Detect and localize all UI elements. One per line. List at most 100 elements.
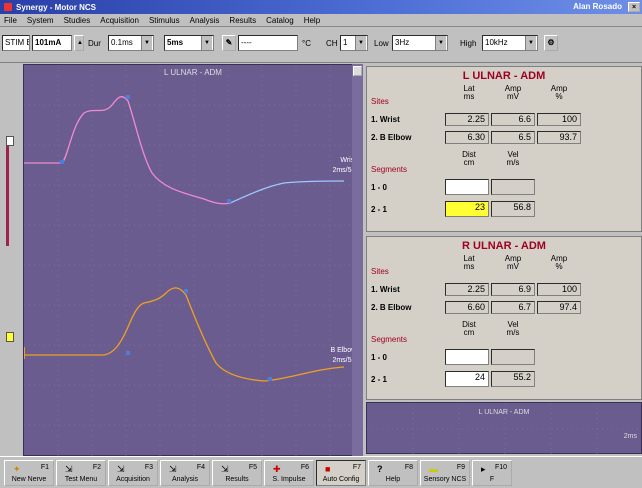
segment-name: 2 - 1 [371, 375, 388, 384]
menu-results[interactable]: Results [229, 15, 257, 25]
menu-system[interactable]: System [26, 15, 54, 25]
fkey-acquisition[interactable]: ⇲ F3 Acquisition [108, 460, 158, 486]
fkey-analysis[interactable]: ⇲ F4 Analysis [160, 460, 210, 486]
col-vel-label: Vel [507, 320, 519, 329]
site-amplitude: 6.7 [491, 301, 535, 314]
function-key-bar: ✦ F1 New Nerve ⇲ F2 Test Menu ⇲ F3 Acqui… [0, 456, 642, 488]
toolbar: STIM B 101mA ▲ Dur 0.1ms 5ms ✎ ---- °C C… [0, 27, 642, 63]
menu-file[interactable]: File [4, 15, 17, 25]
panel-title: L ULNAR - ADM [462, 70, 546, 82]
segment-name: 2 - 1 [371, 205, 388, 214]
col-amp-label: Amp [504, 84, 522, 93]
app-icon [4, 3, 12, 11]
trace1-scale: 2ms/5mV [332, 167, 362, 174]
high-filter-label: High [460, 39, 477, 48]
high-filter-select[interactable]: 10kHz [482, 35, 538, 51]
results-panel-right-ulnar: R ULNAR - ADM Lat ms Amp mV Amp% Sites 1. … [366, 236, 642, 400]
trace1-bar [6, 146, 9, 246]
trace1-waveform [24, 96, 231, 205]
segment-distance-input[interactable] [445, 179, 489, 195]
pen-icon[interactable]: ✎ [222, 35, 236, 51]
segment-distance-input[interactable] [445, 349, 489, 365]
fkey-results[interactable]: ⇲ F5 Results [212, 460, 262, 486]
site-amplitude-pct: 93.7 [537, 131, 581, 144]
sensory-icon: ▬ [429, 464, 438, 474]
site-amplitude: 6.9 [491, 283, 535, 296]
col-amp: Amp mV [493, 85, 533, 101]
fkey-label: Sensory NCS [423, 476, 467, 483]
site-amplitude-pct: 100 [537, 113, 581, 126]
menu-analysis[interactable]: Analysis [189, 15, 220, 25]
settings-icon[interactable]: ⚙ [544, 35, 558, 51]
fkey-label: S. Impulse [272, 476, 306, 483]
menu-icon: ⇲ [65, 464, 73, 474]
menu-acquisition[interactable]: Acquisition [100, 15, 139, 25]
col-vel: Vel m/s [493, 321, 533, 337]
fkey-test-menu[interactable]: ⇲ F2 Test Menu [56, 460, 106, 486]
site-amplitude-pct: 100 [537, 283, 581, 296]
col-lat-unit: ms [463, 262, 475, 271]
col-lat-label: Lat [463, 84, 475, 93]
col-vel-unit: m/s [506, 158, 520, 167]
menu-catalog[interactable]: Catalog [266, 15, 294, 25]
duration-select[interactable]: 0.1ms [108, 35, 154, 51]
fkey-help[interactable]: ? F8 Help [368, 460, 418, 486]
trace2-marker-icon[interactable] [6, 332, 14, 342]
fkey-sensory-ncs[interactable]: ▬ F9 Sensory NCS [420, 460, 470, 486]
low-filter-select[interactable]: 3Hz [392, 35, 448, 51]
menu-help[interactable]: Help [303, 15, 321, 25]
menu-stimulus[interactable]: Stimulus [148, 15, 180, 25]
col-dist: Dist cm [449, 321, 489, 337]
close-icon[interactable]: × [628, 2, 640, 12]
site-name: 1. Wrist [371, 115, 400, 124]
col-lat: Lat ms [449, 85, 489, 101]
site-amplitude: 6.6 [491, 113, 535, 126]
site-amplitude-pct: 97.4 [537, 301, 581, 314]
waveform-scrollbar[interactable] [352, 64, 363, 456]
fkey-auto-config[interactable]: ■ F7 Auto Config [316, 460, 366, 486]
menu-studies[interactable]: Studies [63, 15, 91, 25]
fkey-number: F8 [404, 464, 413, 471]
mini-trace-display[interactable]: L ULNAR - ADM 2ms [366, 402, 642, 455]
mini-trace-title: L ULNAR - ADM [478, 409, 530, 416]
fkey-number: F1 [40, 464, 49, 471]
cursor-field[interactable]: ---- [238, 35, 298, 51]
temperature-unit: °C [302, 39, 311, 48]
channel-select[interactable]: 1 [340, 35, 368, 51]
segment-distance-input[interactable]: 24 [445, 371, 489, 387]
col-pct-unit: % [555, 262, 563, 271]
segment-distance-input[interactable]: 23 [445, 201, 489, 217]
stim-stepper[interactable]: ▲ [74, 35, 84, 51]
impulse-icon: ✚ [273, 464, 281, 474]
col-pct-unit: % [555, 92, 563, 101]
segments-label: Segments [371, 165, 408, 174]
waveform-title: L ULNAR - ADM [164, 68, 222, 77]
trace-marker-strip [0, 64, 23, 456]
stim-mode-field[interactable]: STIM B [2, 35, 30, 51]
mini-trace-grid [367, 403, 642, 455]
panel-title: R ULNAR - ADM [462, 240, 546, 252]
trace2-peak-marker [184, 289, 188, 293]
sites-label: Sites [371, 267, 389, 276]
trace1-marker-icon[interactable] [6, 136, 14, 146]
waveform-display[interactable]: L ULNAR - ADM [23, 64, 364, 457]
fkey-more[interactable]: ▸ F10 F [472, 460, 512, 486]
col-vel-unit: m/s [506, 328, 520, 337]
fkey-s-impulse[interactable]: ✚ F6 S. Impulse [264, 460, 314, 486]
acquire-icon: ⇲ [117, 464, 125, 474]
sweep-select[interactable]: 5ms [164, 35, 214, 51]
fkey-number: F5 [248, 464, 257, 471]
fkey-number: F10 [494, 464, 507, 471]
col-vel: Vel m/s [493, 151, 533, 167]
fkey-new-nerve[interactable]: ✦ F1 New Nerve [4, 460, 54, 486]
site-latency: 6.30 [445, 131, 489, 144]
stim-intensity-field[interactable]: 101mA [32, 35, 72, 51]
fkey-number: F7 [352, 464, 361, 471]
trace2-trough-marker [268, 377, 272, 381]
trace2-label: B Elbow 2 [330, 347, 362, 354]
col-amp-unit: mV [507, 92, 519, 101]
waveform-svg [24, 65, 364, 457]
site-amplitude: 6.5 [491, 131, 535, 144]
user-name: Alan Rosado [573, 2, 622, 11]
scroll-thumb[interactable] [353, 66, 362, 76]
